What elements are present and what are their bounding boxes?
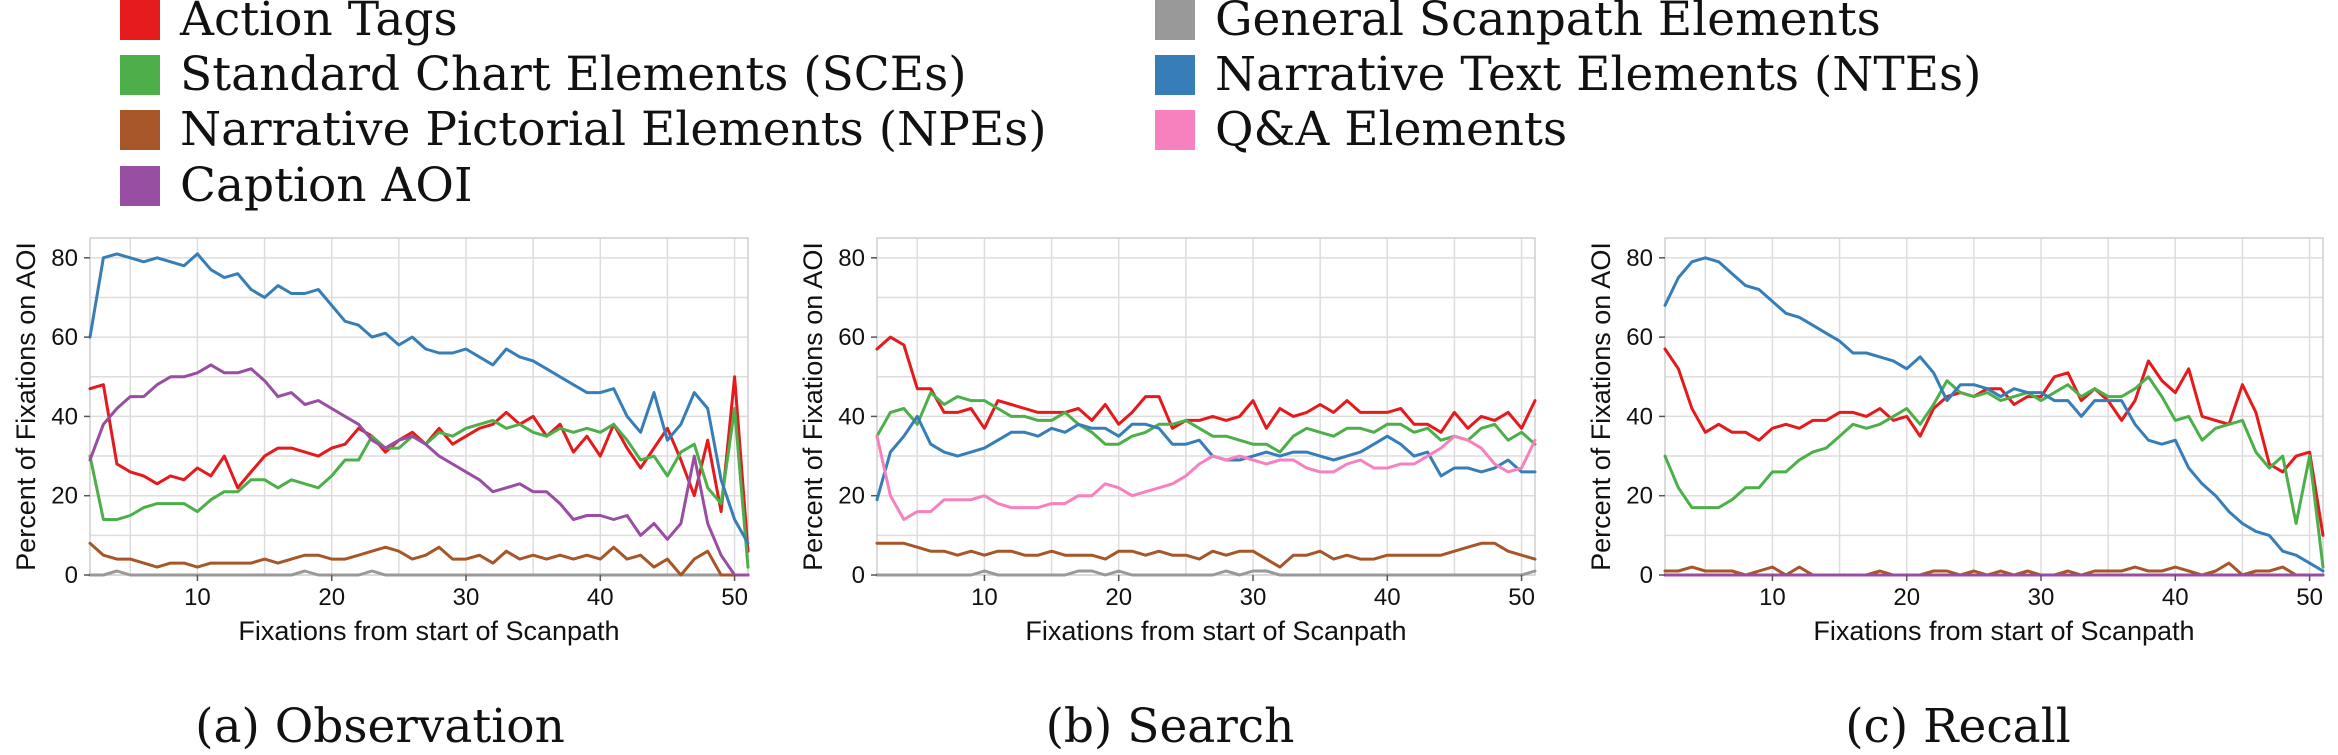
x-tick-label: 10	[184, 584, 211, 611]
y-axis-label: Percent of Fixations on AOI	[798, 242, 828, 571]
legend-label: Narrative Pictorial Elements (NPEs)	[180, 102, 1047, 157]
y-axis-label: Percent of Fixations on AOI	[11, 242, 41, 571]
plot-frame	[876, 237, 1536, 576]
legend-swatch	[1155, 110, 1195, 150]
series-line-action-tags	[88, 375, 750, 553]
legend-item-q-a-elements: Q&A Elements	[1155, 102, 1567, 157]
series-line-narrative-text-elements-ntes	[1663, 256, 2325, 573]
series-line-standard-chart-elements-sces	[1663, 375, 2325, 569]
y-tick-label: 60	[1626, 324, 1653, 351]
legend-label: Caption AOI	[180, 158, 473, 213]
grid	[1665, 238, 2323, 575]
legend-swatch	[120, 0, 160, 40]
legend-item-standard-chart-elements-sces: Standard Chart Elements (SCEs)	[120, 47, 967, 102]
series-line-general-scanpath-elements	[875, 569, 1537, 577]
y-tick-label: 0	[65, 562, 78, 589]
y-tick-label: 40	[838, 403, 865, 430]
series-line-narrative-pictorial-elements-npes	[1663, 561, 2325, 577]
legend: Action Tags General Scanpath Elements Stan…	[120, 0, 1982, 213]
x-tick-label: 50	[2296, 584, 2323, 611]
series-line-action-tags	[875, 335, 1537, 434]
legend-swatch	[120, 55, 160, 95]
subfigure-caption: (c) Recall	[1845, 699, 2071, 754]
x-tick-label: 10	[1759, 584, 1786, 611]
x-tick-label: 10	[971, 584, 998, 611]
series-line-narrative-pictorial-elements-npes	[88, 541, 750, 577]
series-line-standard-chart-elements-sces	[88, 407, 750, 569]
y-tick-label: 0	[852, 562, 865, 589]
subfigure-caption: (a) Observation	[195, 699, 565, 754]
x-axis-label: Fixations from start of Scanpath	[1813, 616, 2194, 646]
series-line-narrative-pictorial-elements-npes	[875, 541, 1537, 569]
y-tick-label: 20	[838, 483, 865, 510]
series-line-action-tags	[1663, 347, 2325, 537]
x-tick-label: 40	[2162, 584, 2189, 611]
series-line-general-scanpath-elements	[88, 569, 750, 577]
x-tick-label: 20	[1105, 584, 1132, 611]
legend-swatch	[120, 110, 160, 150]
legend-swatch	[1155, 55, 1195, 95]
legend-label: Narrative Text Elements (NTEs)	[1215, 47, 1982, 102]
y-tick-label: 40	[51, 403, 78, 430]
ticks: 0 20 40 60 80 10 20 30 40 50	[1626, 245, 2323, 611]
panel-observation: 0 20 40 60 80 10 20 30 40 50 Fixations from start …	[11, 237, 750, 754]
y-tick-label: 20	[51, 483, 78, 510]
legend-swatch	[1155, 0, 1195, 40]
x-tick-label: 30	[2028, 584, 2055, 611]
x-tick-label: 20	[1893, 584, 1920, 611]
x-tick-label: 40	[1374, 584, 1401, 611]
x-tick-label: 50	[721, 584, 748, 611]
y-axis-label: Percent of Fixations on AOI	[1586, 242, 1616, 571]
plot-frame	[1664, 237, 2324, 576]
series-line-narrative-text-elements-ntes	[88, 252, 750, 545]
y-tick-label: 40	[1626, 403, 1653, 430]
series-line-narrative-text-elements-ntes	[875, 414, 1537, 502]
legend-swatch	[120, 166, 160, 206]
ticks: 0 20 40 60 80 10 20 30 40 50	[838, 245, 1535, 611]
y-tick-label: 20	[1626, 483, 1653, 510]
legend-item-general-scanpath-elements: General Scanpath Elements	[1155, 0, 1881, 47]
legend-label: Q&A Elements	[1215, 102, 1567, 157]
y-tick-label: 60	[838, 324, 865, 351]
ticks: 0 20 40 60 80 10 20 30 40 50	[51, 245, 748, 611]
x-tick-label: 40	[587, 584, 614, 611]
panel-search: 0 20 40 60 80 10 20 30 40 50 Fixations from start …	[798, 237, 1537, 754]
series-line-q-a-elements	[875, 434, 1537, 521]
y-tick-label: 80	[51, 245, 78, 272]
x-tick-label: 30	[453, 584, 480, 611]
y-tick-label: 0	[1640, 562, 1653, 589]
legend-label: Standard Chart Elements (SCEs)	[180, 47, 967, 102]
series-line-caption-aoi	[88, 363, 750, 577]
series-lines	[1663, 256, 2325, 577]
legend-item-caption-aoi: Caption AOI	[120, 158, 473, 213]
subfigure-caption: (b) Search	[1046, 699, 1295, 754]
series-lines	[875, 335, 1537, 577]
x-axis-label: Fixations from start of Scanpath	[1025, 616, 1406, 646]
y-tick-label: 80	[838, 245, 865, 272]
y-tick-label: 80	[1626, 245, 1653, 272]
y-tick-label: 60	[51, 324, 78, 351]
x-tick-label: 30	[1240, 584, 1267, 611]
grid	[877, 238, 1535, 575]
panel-recall: 0 20 40 60 80 10 20 30 40 50 Fixations from start …	[1586, 237, 2325, 754]
legend-item-action-tags: Action Tags	[120, 0, 458, 47]
legend-label: Action Tags	[179, 0, 458, 47]
series-line-standard-chart-elements-sces	[875, 391, 1537, 454]
series-lines	[88, 252, 750, 577]
legend-label: General Scanpath Elements	[1215, 0, 1881, 47]
legend-item-narrative-pictorial-elements-npes: Narrative Pictorial Elements (NPEs)	[120, 102, 1047, 157]
x-tick-label: 20	[318, 584, 345, 611]
x-axis-label: Fixations from start of Scanpath	[238, 616, 619, 646]
x-tick-label: 50	[1508, 584, 1535, 611]
legend-item-narrative-text-elements-ntes: Narrative Text Elements (NTEs)	[1155, 47, 1982, 102]
